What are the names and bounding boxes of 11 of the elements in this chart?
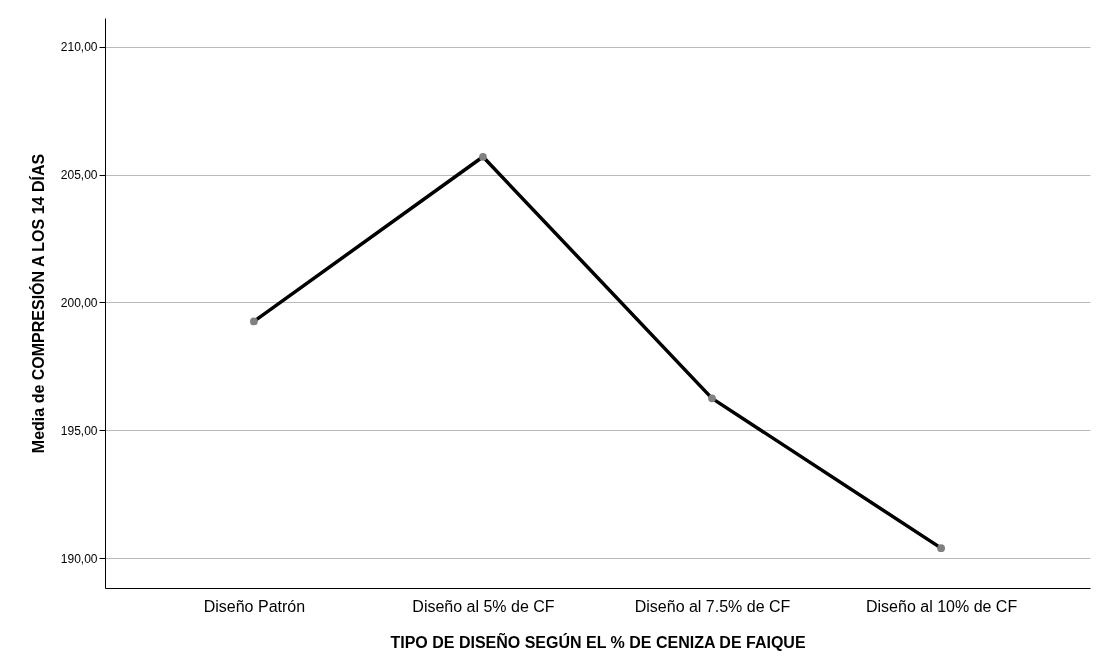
y-tick-label: 200,00 <box>60 295 98 310</box>
y-tick-label: 195,00 <box>60 423 98 438</box>
y-axis-title: Media de COMPRESIÓN A LOS 14 DÍAS <box>28 153 47 454</box>
x-tick-label: Diseño al 7.5% de CF <box>634 597 791 615</box>
x-tick-label: Diseño al 10% de CF <box>866 597 1018 615</box>
x-tick-label: Diseño Patrón <box>203 597 306 615</box>
y-tick-label: 205,00 <box>60 168 98 183</box>
y-tick-label: 210,00 <box>60 40 98 55</box>
x-tick-label: Diseño al 5% de CF <box>412 597 555 615</box>
y-tick-label: 190,00 <box>60 551 98 566</box>
x-axis-title: TIPO DE DISEÑO SEGÚN EL % DE CENIZA DE FAIQUE <box>390 631 806 651</box>
